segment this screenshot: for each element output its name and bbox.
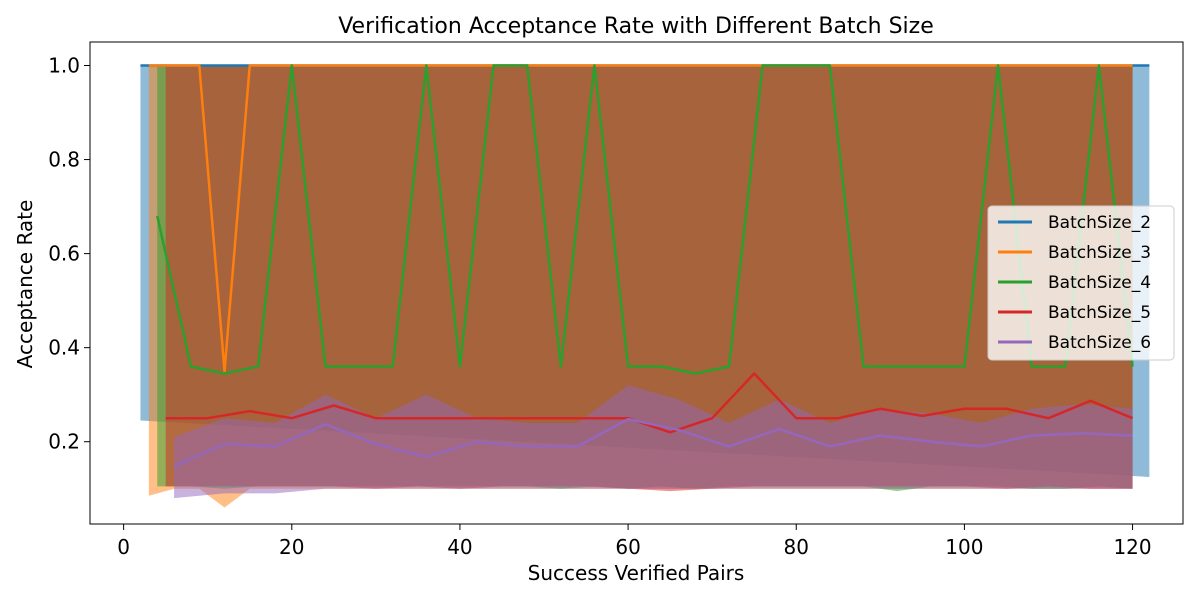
legend: BatchSize_2 BatchSize_3 BatchSize_4 BatchSi… xyxy=(987,205,1175,361)
x-tick-label: 120 xyxy=(1113,535,1151,559)
chart-title: Verification Acceptance Rate with Differ… xyxy=(338,14,934,39)
x-tick-label: 40 xyxy=(447,535,472,559)
y-axis-label: Acceptance Rate xyxy=(13,200,37,369)
x-tick-label: 0 xyxy=(117,535,130,559)
band-batchsize-6 xyxy=(174,385,1133,499)
line-batchsize-3 xyxy=(148,64,1133,373)
band-batchsize-5 xyxy=(165,65,1133,492)
line-batchsize-4 xyxy=(156,64,1134,375)
x-axis-label: Success Verified Pairs xyxy=(528,561,745,585)
confidence-bands xyxy=(140,65,1150,508)
y-tick-label: 0.4 xyxy=(48,336,80,360)
y-axis-ticks: 0.2 0.4 0.6 0.8 1.0 xyxy=(48,54,90,454)
legend-label: BatchSize_3 xyxy=(1048,243,1151,263)
legend-label: BatchSize_6 xyxy=(1048,333,1151,353)
y-tick-label: 0.2 xyxy=(48,430,80,454)
legend-label: BatchSize_5 xyxy=(1048,303,1151,323)
x-tick-label: 20 xyxy=(279,535,304,559)
x-tick-label: 80 xyxy=(784,535,809,559)
series-lines xyxy=(140,64,1150,468)
plot-frame xyxy=(89,41,1184,525)
legend-box xyxy=(987,205,1175,361)
y-tick-label: 1.0 xyxy=(48,54,80,78)
x-axis-ticks: 0 20 40 60 80 100 120 xyxy=(117,524,1152,559)
line-batchsize-6 xyxy=(173,417,1133,468)
x-tick-label: 100 xyxy=(945,535,983,559)
legend-label: BatchSize_2 xyxy=(1048,213,1151,233)
y-tick-label: 0.6 xyxy=(48,242,80,266)
y-tick-label: 0.8 xyxy=(48,148,80,172)
x-tick-label: 60 xyxy=(615,535,640,559)
line-batchsize-5 xyxy=(165,372,1134,434)
legend-label: BatchSize_4 xyxy=(1048,273,1151,293)
